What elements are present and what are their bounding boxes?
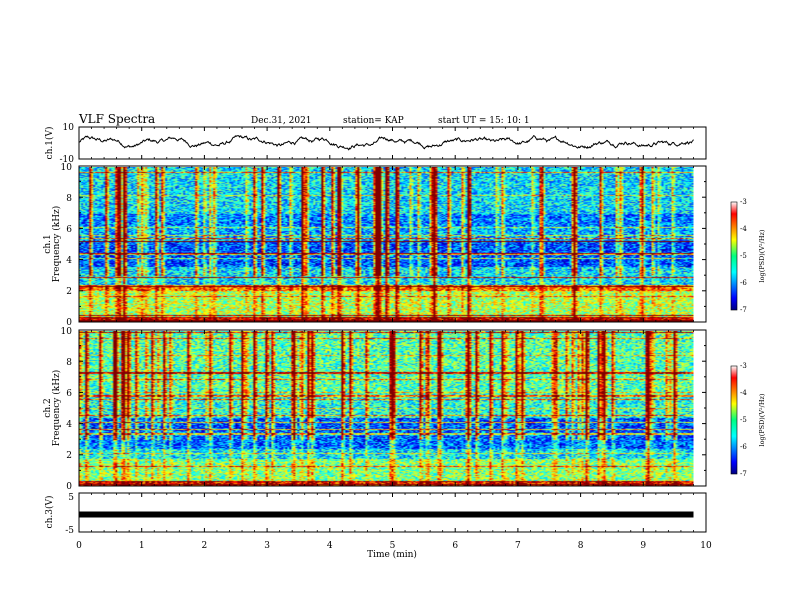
ch1-ytick-bottom: -10 <box>60 155 75 165</box>
ch1-waveform-line <box>78 134 694 151</box>
date-label: Dec.31, 2021 <box>251 116 312 126</box>
ch2-spectrogram-yticks: 0 2 4 6 8 10 <box>61 327 73 492</box>
ch1-colorbar: -3 -4 -5 -6 -7 log(PSD)(V²/Hz) <box>730 198 766 314</box>
ch2-freq-tick-4: 4 <box>66 420 72 430</box>
ch2-channel-label: ch.2 <box>43 398 53 417</box>
ch1-ytick-top: 10 <box>63 123 75 133</box>
ch1-spectrogram-yticks: 0 2 4 6 8 10 <box>61 163 73 328</box>
ch2-freq-tick-8: 8 <box>66 358 72 368</box>
ch2-spectrogram-panel: 0 2 4 6 8 10 ch.2 Frequency (kHz) -3 -4 … <box>43 327 766 492</box>
start-time-label: start UT = 15: 10: 1 <box>438 116 530 126</box>
ch2-cb-tick-m6: -6 <box>740 443 747 451</box>
ch1-spectrogram-ticks <box>78 165 707 323</box>
ch2-spectrogram-heatmap <box>79 331 694 486</box>
time-tick-label: 2 <box>202 541 208 551</box>
ch1-freq-tick-2: 2 <box>66 287 72 297</box>
ch1-spectrogram-panel: 0 2 4 6 8 10 ch.1 Frequency (kHz) -3 -4 … <box>43 163 766 328</box>
ch1-waveform-ylabel: ch.1(V) <box>44 127 55 160</box>
time-tick-label: 3 <box>264 541 270 551</box>
ch1-colorbar-label: log(PSD)(V²/Hz) <box>758 229 766 282</box>
time-tick-label: 5 <box>390 541 396 551</box>
ch1-waveform-xticks <box>78 127 707 159</box>
time-tick-label: 4 <box>327 541 333 551</box>
ch1-freq-tick-8: 8 <box>66 194 72 204</box>
ch3-waveform-ticks <box>78 493 707 532</box>
time-tick-label: 0 <box>76 541 82 551</box>
ch1-freq-tick-4: 4 <box>66 256 72 266</box>
time-axis-tick-labels: 0 1 2 3 4 5 6 7 8 9 10 <box>76 541 712 551</box>
ch2-cb-tick-m5: -5 <box>740 416 747 424</box>
ch1-channel-label: ch.1 <box>43 234 53 253</box>
ch2-cb-tick-m7: -7 <box>740 470 747 478</box>
ch3-ytick-top: 5 <box>68 493 74 503</box>
ch2-cb-tick-m3: -3 <box>740 362 747 370</box>
ch2-freq-tick-0: 0 <box>66 482 72 492</box>
ch1-frequency-ylabel: Frequency (kHz) <box>51 206 62 283</box>
time-tick-label: 9 <box>640 541 646 551</box>
ch1-waveform-panel: 10 -10 ch.1(V) <box>44 123 707 165</box>
time-tick-label: 8 <box>578 541 584 551</box>
ch1-cb-tick-m3: -3 <box>740 198 747 206</box>
time-tick-label: 10 <box>700 541 712 551</box>
ch3-ytick-bottom: -5 <box>65 526 74 536</box>
ch2-colorbar: -3 -4 -5 -6 -7 log(PSD)(V²/Hz) <box>730 362 766 478</box>
ch3-waveform-line <box>79 511 694 518</box>
ch1-colorbar-gradient <box>730 201 738 311</box>
time-axis-label: Time (min) <box>367 549 417 560</box>
ch1-cb-tick-m5: -5 <box>740 252 747 260</box>
ch1-cb-tick-m7: -7 <box>740 306 747 314</box>
time-tick-label: 1 <box>139 541 145 551</box>
ch2-freq-tick-6: 6 <box>66 389 72 399</box>
ch1-freq-tick-0: 0 <box>66 318 72 328</box>
ch1-freq-tick-6: 6 <box>66 225 72 235</box>
ch1-waveform-frame <box>78 126 707 160</box>
ch2-freq-tick-10: 10 <box>61 327 73 337</box>
time-tick-label: 6 <box>452 541 458 551</box>
ch2-cb-tick-m4: -4 <box>740 389 747 397</box>
ch3-waveform-panel: 5 -5 ch.3(V) <box>44 492 707 536</box>
ch2-freq-tick-2: 2 <box>66 451 72 461</box>
ch2-colorbar-gradient <box>730 365 738 475</box>
ch2-frequency-ylabel: Frequency (kHz) <box>51 370 62 447</box>
ch2-colorbar-label: log(PSD)(V²/Hz) <box>758 393 766 446</box>
ch1-cb-tick-m4: -4 <box>740 225 747 233</box>
station-label: station= KAP <box>343 116 404 126</box>
figure-title: VLF Spectra <box>78 112 155 126</box>
ch1-cb-tick-m6: -6 <box>740 279 747 287</box>
ch1-spectrogram-heatmap <box>79 167 694 322</box>
ch2-spectrogram-ticks <box>78 329 707 487</box>
ch3-waveform-ylabel: ch.3(V) <box>44 496 55 529</box>
time-tick-label: 7 <box>515 541 521 551</box>
ch1-freq-tick-10: 10 <box>61 163 73 173</box>
